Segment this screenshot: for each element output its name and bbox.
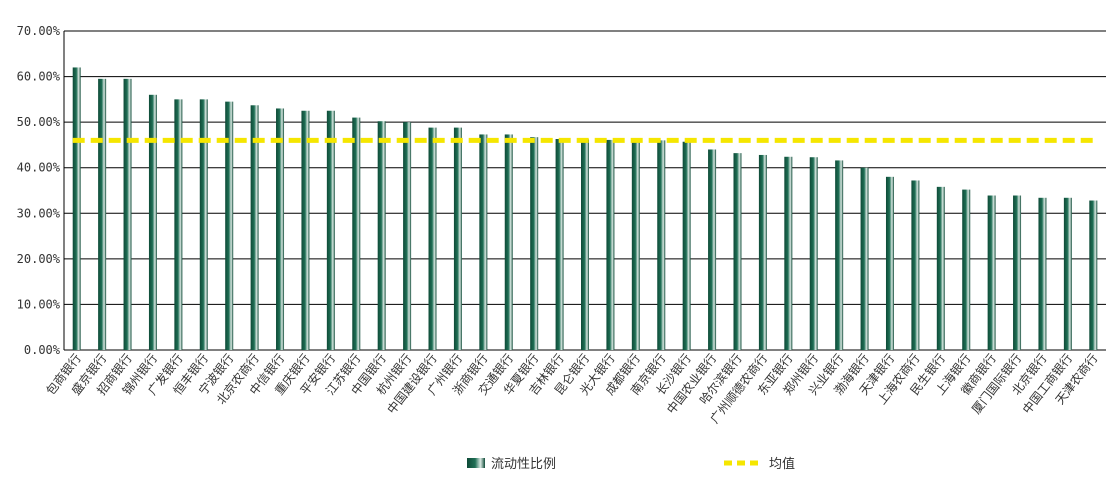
legend: 流动性比例 均值 [467,456,795,472]
bar [225,101,234,350]
y-tick-label: 60.00% [17,70,61,84]
bar [530,137,539,350]
y-tick-label: 50.00% [17,115,61,129]
bar [276,108,285,350]
bar [682,141,691,350]
bar [606,139,615,350]
bar [174,99,183,350]
bar [581,139,589,350]
bar [631,140,640,350]
x-axis-category-labels: 包商银行盛京银行招商银行锦州银行广发银行恒丰银行宁波银行北京农商行中信银行重庆银… [43,351,1101,426]
bar [758,154,767,350]
bar [809,157,818,350]
bar [148,94,157,350]
bar [555,139,564,350]
bar [784,156,793,350]
bar [1063,197,1072,350]
y-tick-label: 0.00% [24,343,61,357]
legend-swatch-bar [467,458,485,468]
y-tick-label: 40.00% [17,161,61,175]
bar [1038,197,1047,350]
y-tick-label: 20.00% [17,252,61,266]
bar [250,105,259,350]
legend-label-bar: 流动性比例 [491,457,556,472]
bar [98,78,107,350]
bar [987,195,996,350]
bar [1013,195,1022,350]
bar [301,110,310,350]
bar [352,117,361,350]
bar [911,180,920,350]
bar [708,149,717,350]
bar [835,160,844,350]
bar [377,121,386,350]
bar [733,153,742,350]
bar [860,167,869,350]
bar [428,127,437,351]
bar [1089,200,1098,350]
bar [403,122,412,351]
y-tick-label: 10.00% [17,297,61,311]
y-tick-label: 30.00% [17,206,61,220]
bar [453,127,462,351]
bar-series [72,67,1098,351]
bar [72,67,81,350]
bar [885,176,894,350]
bar [962,189,971,350]
bar [199,99,208,350]
y-axis-tick-labels: 0.00% 10.00% 20.00% 30.00% 40.00% 50.00% 60.00… [17,24,61,357]
legend-label-mean: 均值 [769,456,795,472]
bar [936,186,945,350]
bar [479,134,488,350]
bar [123,78,132,350]
bar [326,110,335,350]
y-tick-label: 70.00% [17,24,61,38]
bar [657,140,666,350]
bar [504,134,513,350]
